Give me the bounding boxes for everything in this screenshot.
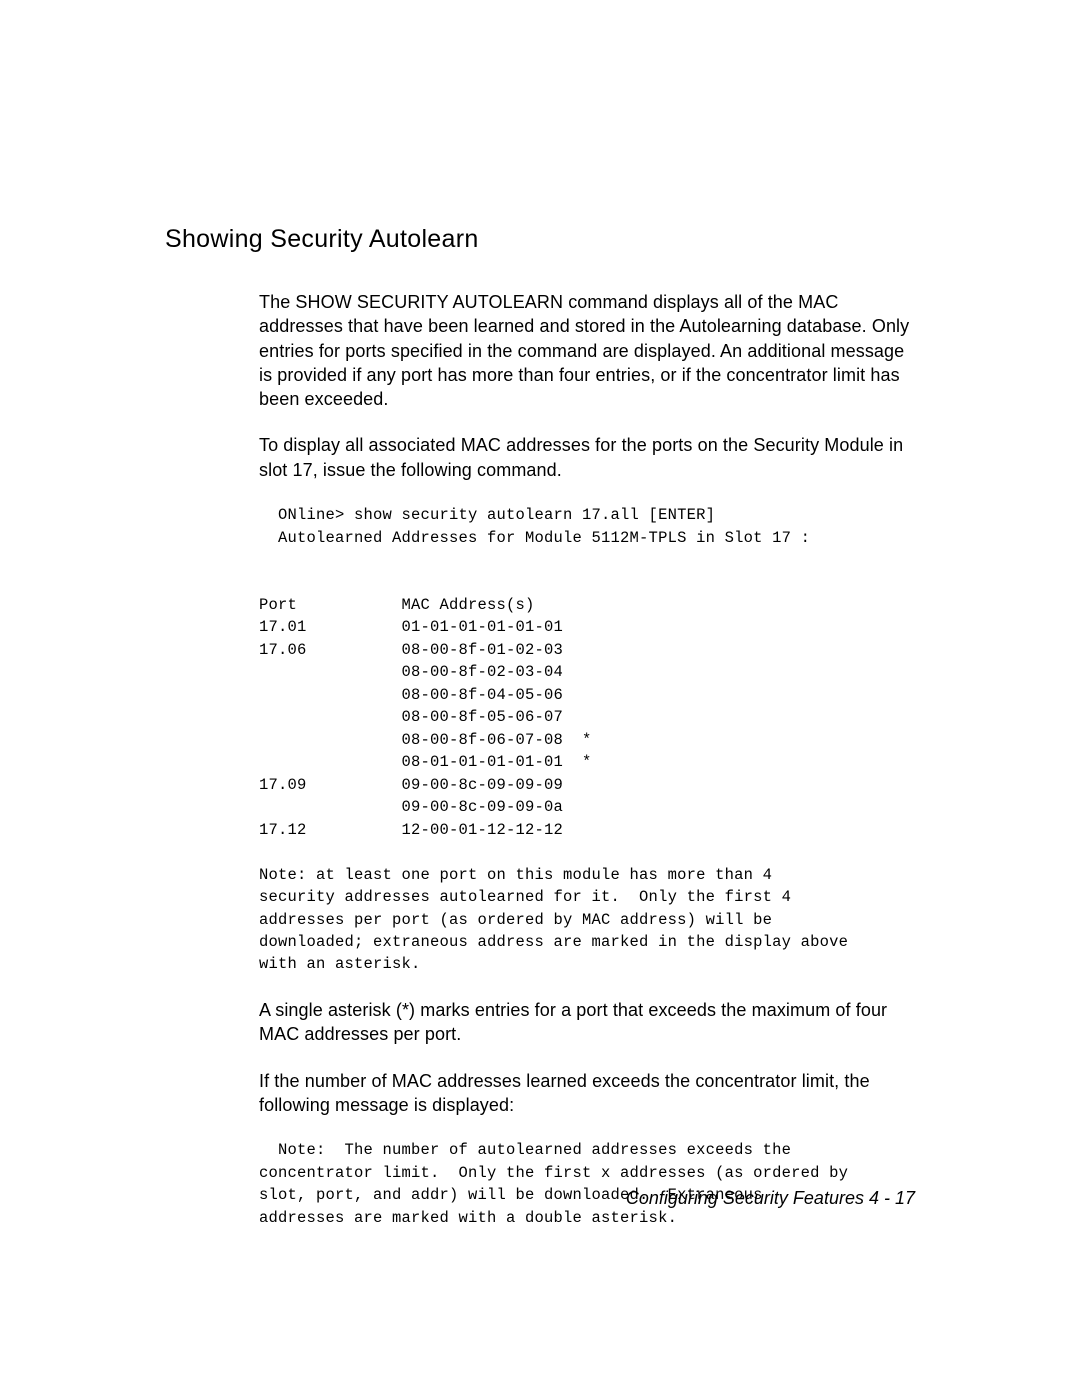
paragraph-command-intro: To display all associated MAC addresses … [259,433,915,482]
paragraph-asterisk-note: A single asterisk (*) marks entries for … [259,998,915,1047]
page-footer: Configuring Security Features 4 - 17 [626,1188,915,1209]
paragraph-intro: The SHOW SECURITY AUTOLEARN command disp… [259,290,915,411]
page-container: Showing Security Autolearn The SHOW SECU… [0,0,1080,1351]
code-block-autolearn-output: ONline> show security autolearn 17.all [… [259,504,915,976]
code-block-limit-message: Note: The number of autolearned addresse… [259,1139,915,1229]
section-heading: Showing Security Autolearn [165,225,915,254]
paragraph-limit-note: If the number of MAC addresses learned e… [259,1069,915,1118]
